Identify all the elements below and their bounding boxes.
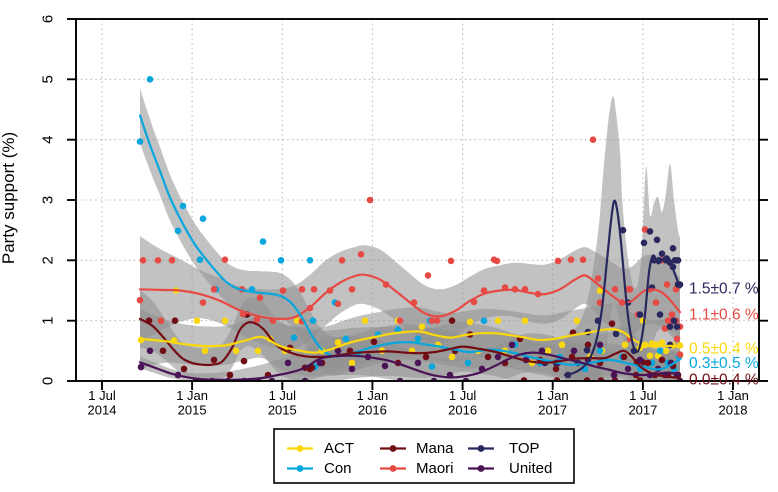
svg-text:4: 4	[40, 136, 57, 144]
svg-text:3: 3	[40, 196, 57, 204]
svg-text:2016: 2016	[358, 403, 387, 418]
svg-text:2014: 2014	[88, 403, 117, 418]
svg-text:0.0±0.4 %: 0.0±0.4 %	[689, 372, 759, 389]
svg-text:1 Jan: 1 Jan	[176, 388, 208, 403]
svg-text:Party support (%): Party support (%)	[0, 132, 18, 264]
svg-text:1 Jan: 1 Jan	[356, 388, 388, 403]
svg-text:2017: 2017	[628, 403, 657, 418]
svg-text:1 Jan: 1 Jan	[717, 388, 749, 403]
svg-text:2: 2	[40, 256, 57, 264]
svg-text:1 Jul: 1 Jul	[449, 388, 477, 403]
svg-text:1.5±0.7 %: 1.5±0.7 %	[689, 281, 759, 298]
svg-text:1 Jul: 1 Jul	[88, 388, 116, 403]
svg-text:TOP: TOP	[509, 440, 540, 457]
svg-text:Con: Con	[324, 460, 352, 477]
svg-text:5: 5	[40, 75, 57, 83]
svg-text:Mana: Mana	[416, 440, 454, 457]
svg-text:0.3±0.5 %: 0.3±0.5 %	[689, 355, 759, 372]
svg-text:1 Jul: 1 Jul	[629, 388, 657, 403]
svg-text:United: United	[509, 460, 552, 477]
svg-text:6: 6	[40, 15, 57, 23]
svg-text:2018: 2018	[719, 403, 748, 418]
svg-text:2017: 2017	[538, 403, 567, 418]
svg-text:1 Jul: 1 Jul	[269, 388, 297, 403]
svg-text:2015: 2015	[178, 403, 207, 418]
svg-text:ACT: ACT	[324, 440, 354, 457]
svg-text:1: 1	[40, 317, 57, 325]
svg-text:2015: 2015	[268, 403, 297, 418]
svg-text:2016: 2016	[448, 403, 477, 418]
svg-text:1 Jan: 1 Jan	[537, 388, 569, 403]
svg-text:1.1±0.6 %: 1.1±0.6 %	[689, 307, 759, 324]
svg-text:Maori: Maori	[416, 460, 454, 477]
svg-text:0: 0	[40, 377, 57, 385]
svg-text:0.5±0.4 %: 0.5±0.4 %	[689, 341, 759, 358]
